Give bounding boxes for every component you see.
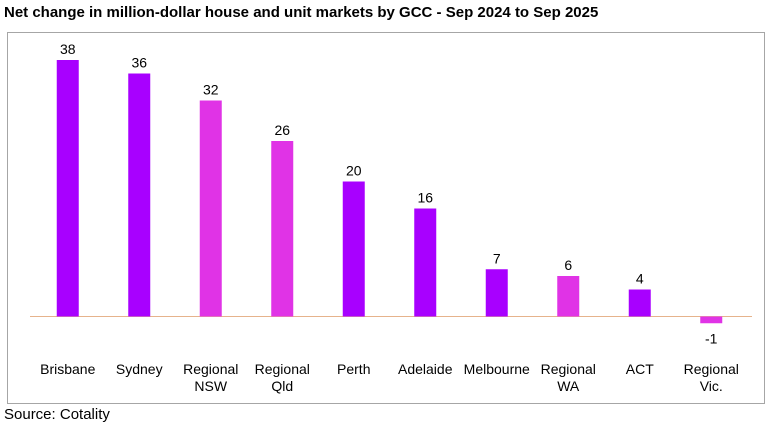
category-label: Regional WA xyxy=(541,361,596,394)
data-label: 32 xyxy=(203,82,219,98)
data-label: 20 xyxy=(346,163,362,179)
category-label: Sydney xyxy=(116,361,163,377)
data-label: 38 xyxy=(60,41,76,57)
bar xyxy=(557,276,580,317)
data-label: 6 xyxy=(564,257,572,273)
bar xyxy=(342,181,365,317)
category-label: Adelaide xyxy=(398,361,453,377)
category-label: Perth xyxy=(337,361,370,377)
category-label: Brisbane xyxy=(40,361,95,377)
data-label: 4 xyxy=(636,271,644,287)
category-label: ACT xyxy=(626,361,654,377)
bar xyxy=(56,60,79,317)
chart-frame xyxy=(7,32,765,404)
chart-title: Net change in million-dollar house and u… xyxy=(4,4,599,21)
data-label: 26 xyxy=(274,122,290,138)
bar xyxy=(128,73,151,317)
data-label: 16 xyxy=(417,190,433,206)
bar xyxy=(485,269,508,317)
data-label: 36 xyxy=(131,55,147,71)
category-label: Regional Vic. xyxy=(684,361,739,394)
source-note: Source: Cotality xyxy=(4,406,110,423)
category-label: Regional NSW xyxy=(183,361,238,394)
data-label: 7 xyxy=(493,250,501,266)
category-label: Melbourne xyxy=(464,361,530,377)
bar xyxy=(700,316,723,324)
bar xyxy=(628,289,651,317)
data-label: -1 xyxy=(705,330,718,346)
bar xyxy=(414,208,437,317)
category-label: Regional Qld xyxy=(255,361,310,394)
bar xyxy=(199,100,222,317)
bar xyxy=(271,141,294,317)
